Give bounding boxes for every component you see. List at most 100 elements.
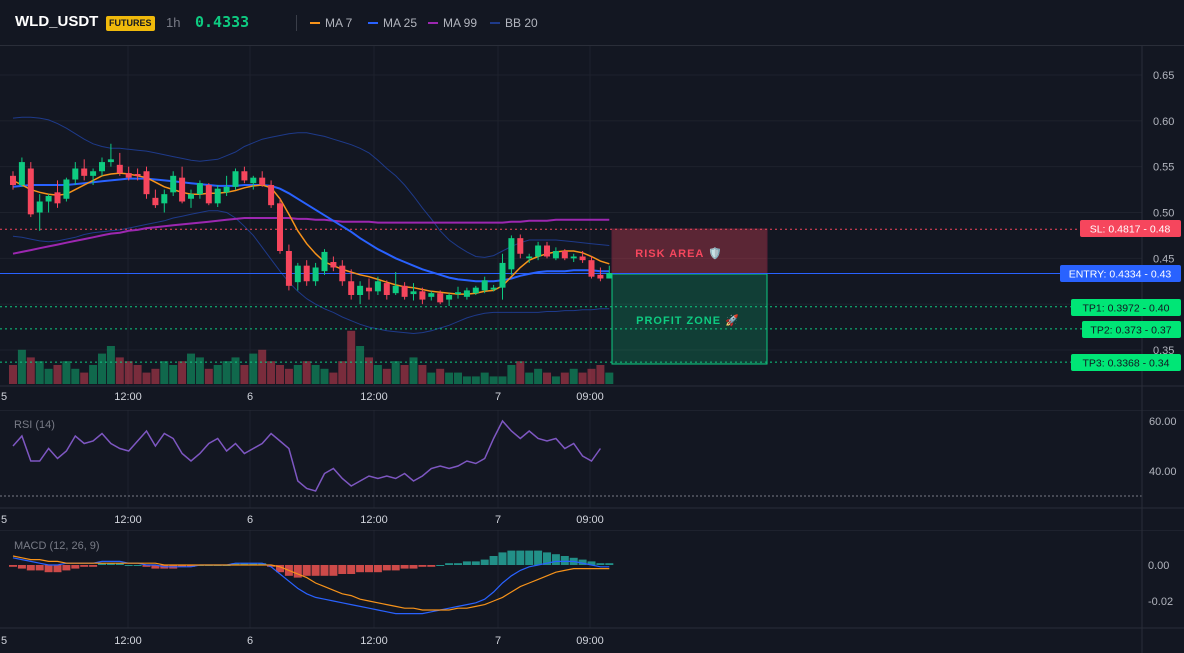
candle-body[interactable] <box>54 192 61 204</box>
candle-body[interactable] <box>152 197 159 206</box>
candle-body[interactable] <box>143 171 150 195</box>
candle-body[interactable] <box>544 245 550 257</box>
candle-body[interactable] <box>561 251 568 259</box>
candle-body[interactable] <box>63 179 70 199</box>
candle-body[interactable] <box>241 171 248 181</box>
candle-body[interactable] <box>446 295 453 300</box>
candle-body[interactable] <box>312 267 319 282</box>
candle-body[interactable] <box>490 287 497 290</box>
candle-body[interactable] <box>552 251 559 259</box>
candle-body[interactable] <box>366 287 372 292</box>
candle-body[interactable] <box>419 291 426 300</box>
candle-body[interactable] <box>27 168 34 215</box>
candle-body[interactable] <box>606 273 613 279</box>
rsi-pane[interactable]: RSI (14) 60.00 40.00 5 12:00 6 12:00 7 09:00 <box>0 410 1184 530</box>
rsi-axis[interactable]: 60.00 40.00 <box>1149 416 1177 478</box>
candle-body[interactable] <box>526 256 533 259</box>
symbol-title[interactable]: WLD_USDT <box>15 13 99 30</box>
candle-body[interactable] <box>472 287 479 294</box>
macd-histogram-bar <box>382 565 391 571</box>
candle-body[interactable] <box>348 281 355 295</box>
candle-body[interactable] <box>579 256 586 261</box>
candle-body[interactable] <box>357 285 364 295</box>
candle-body[interactable] <box>374 281 381 292</box>
candle-body[interactable] <box>285 251 292 286</box>
legend-ma7[interactable]: MA 7 <box>310 16 352 30</box>
candle-body[interactable] <box>223 186 230 193</box>
candle-body[interactable] <box>463 290 470 297</box>
tp3-tag[interactable]: TP3: 0.3368 - 0.34 <box>1071 354 1181 371</box>
candle-body[interactable] <box>179 177 186 202</box>
candle-body[interactable] <box>339 265 346 282</box>
candle-body[interactable] <box>99 162 105 172</box>
volume-bar <box>605 372 614 384</box>
candle-body[interactable] <box>570 256 577 259</box>
candle-body[interactable] <box>268 185 275 206</box>
sl-tag[interactable]: SL: 0.4817 - 0.48 <box>1080 220 1181 237</box>
main-time-axis[interactable]: 5 12:00 6 12:00 7 09:00 <box>1 391 604 403</box>
macd-histogram-bar <box>249 563 258 565</box>
tp2-tag[interactable]: TP2: 0.373 - 0.37 <box>1082 321 1181 338</box>
candle-body[interactable] <box>134 174 141 176</box>
candle-body[interactable] <box>214 188 221 204</box>
time-label: 5 <box>1 635 7 647</box>
candle-body[interactable] <box>535 245 542 257</box>
candle-body[interactable] <box>383 283 390 295</box>
candle-body[interactable] <box>401 285 408 297</box>
candle-body[interactable] <box>107 159 114 163</box>
candle-body[interactable] <box>597 274 604 279</box>
candle-body[interactable] <box>10 175 16 185</box>
candle-body[interactable] <box>277 203 283 251</box>
candle-body[interactable] <box>81 168 88 176</box>
candle-body[interactable] <box>303 265 310 282</box>
candle-body[interactable] <box>588 260 595 277</box>
macd-histogram-bar <box>436 565 445 566</box>
rsi-time-axis[interactable]: 5 12:00 6 12:00 7 09:00 <box>1 514 604 526</box>
candle-body[interactable] <box>410 291 417 295</box>
volume-bar <box>169 365 178 384</box>
macd-histogram-bar <box>445 563 454 565</box>
macd-pane[interactable]: MACD (12, 26, 9) 0.00 -0.02 5 12:00 6 12:00 7… <box>0 530 1184 653</box>
candle-body[interactable] <box>170 175 177 193</box>
candle-body[interactable] <box>517 238 524 254</box>
candle-body[interactable] <box>428 293 435 297</box>
candle-body[interactable] <box>45 196 52 202</box>
candle-body[interactable] <box>90 171 97 176</box>
candle-body[interactable] <box>116 164 123 174</box>
timeframe-selector[interactable]: 1h <box>166 15 181 30</box>
tp1-tag[interactable]: TP1: 0.3972 - 0.40 <box>1071 299 1181 316</box>
candle-body[interactable] <box>437 293 444 303</box>
price-chart-pane[interactable]: RISK AREA 🛡️ PROFIT ZONE 🚀 0.65 0.60 0.55 0… <box>0 46 1184 410</box>
price-axis-label: 0.55 <box>1153 162 1174 174</box>
legend-bb20[interactable]: BB 20 <box>490 16 538 30</box>
legend-ma99[interactable]: MA 99 <box>428 16 477 30</box>
candle-body[interactable] <box>188 194 194 199</box>
macd-time-axis[interactable]: 5 12:00 6 12:00 7 09:00 <box>1 635 604 647</box>
time-label: 12:00 <box>360 635 388 647</box>
candle-body[interactable] <box>499 262 506 288</box>
candle-body[interactable] <box>205 185 212 204</box>
bb20-swatch-icon <box>490 22 500 24</box>
candle-body[interactable] <box>161 194 168 204</box>
candle-body[interactable] <box>72 168 79 180</box>
candle-body[interactable] <box>455 292 461 295</box>
candle-body[interactable] <box>18 162 25 185</box>
candle-body[interactable] <box>508 238 515 270</box>
candle-body[interactable] <box>36 201 43 213</box>
candle-body[interactable] <box>196 183 203 195</box>
macd-histogram-bar <box>418 565 427 567</box>
candle-body[interactable] <box>481 280 488 291</box>
ma99-swatch-icon <box>428 22 438 24</box>
candle-body[interactable] <box>125 173 132 178</box>
candle-body[interactable] <box>294 265 301 283</box>
candle-body[interactable] <box>392 285 399 294</box>
profit-zone-box[interactable] <box>611 273 768 365</box>
macd-axis[interactable]: 0.00 -0.02 <box>1148 560 1173 608</box>
legend-ma25[interactable]: MA 25 <box>368 16 417 30</box>
entry-tag[interactable]: ENTRY: 0.4334 - 0.43 <box>1060 265 1181 282</box>
candle-body[interactable] <box>259 177 266 185</box>
candle-body[interactable] <box>250 177 257 184</box>
candle-body[interactable] <box>321 251 328 272</box>
candle-body[interactable] <box>232 171 239 187</box>
candle-body[interactable] <box>330 262 337 268</box>
